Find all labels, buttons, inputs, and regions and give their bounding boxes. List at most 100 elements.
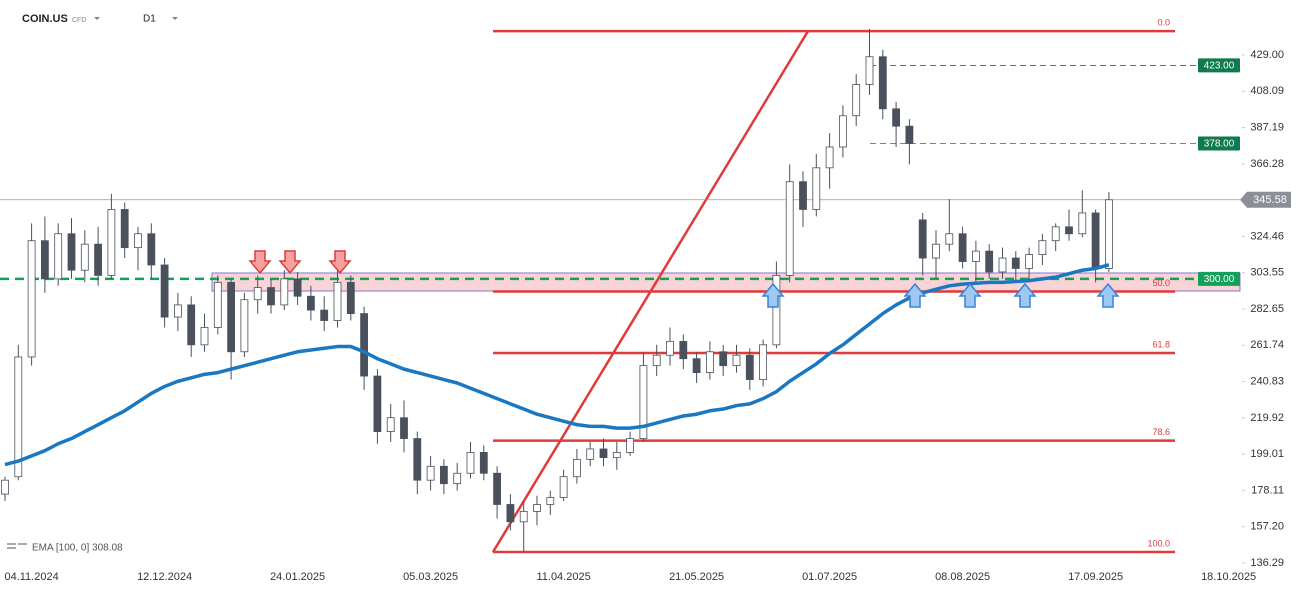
candle-body: [147, 233, 156, 266]
y-tick-label: 178.11: [1251, 484, 1284, 496]
candle-body: [932, 243, 940, 259]
candle-body: [839, 115, 847, 148]
candle-body: [998, 257, 1007, 273]
support-tag: [1198, 271, 1240, 286]
candle-body: [1038, 240, 1047, 255]
x-tick-label: 11.04.2025: [536, 571, 590, 583]
candle-body: [692, 358, 701, 373]
candle-body: [1105, 199, 1113, 269]
candle-body: [519, 511, 528, 523]
candle-body: [533, 504, 541, 512]
candle-body: [439, 465, 448, 485]
candle-body: [985, 250, 994, 273]
symbol: COIN.US: [22, 13, 68, 25]
candle-body: [812, 167, 821, 210]
y-tick-label: 429.00: [1250, 49, 1284, 61]
candle-body: [652, 354, 661, 367]
candle-body: [972, 250, 980, 262]
dropdown-caret[interactable]: [172, 17, 178, 20]
dropdown-caret[interactable]: [94, 17, 100, 20]
candle-body: [306, 295, 315, 311]
y-tick-label: 219.92: [1250, 412, 1284, 424]
candle-body: [373, 375, 382, 432]
support-label: 300.00: [1204, 274, 1235, 285]
x-tick-label: 04.11.2024: [4, 571, 58, 583]
candle-body: [799, 181, 807, 210]
fib-trend-line: [491, 30, 810, 553]
candle-body: [918, 219, 927, 259]
candle-body: [346, 281, 355, 314]
candle-body: [852, 84, 861, 117]
buy-arrow: [761, 282, 785, 308]
candle-body: [759, 344, 767, 380]
legend-icon: [7, 547, 16, 549]
y-tick-label: 303.55: [1250, 267, 1284, 279]
resistance-zone: [211, 272, 1241, 292]
candle-body: [479, 452, 488, 474]
candle-body: [253, 287, 262, 301]
interval[interactable]: D1: [143, 14, 156, 25]
candle-body: [772, 275, 781, 346]
candle-body: [67, 233, 76, 271]
candle-body: [173, 304, 182, 318]
last-price-label: 345.58: [1253, 194, 1287, 206]
candle-body: [666, 340, 674, 356]
candle-body: [1091, 212, 1100, 269]
candle-body: [1011, 257, 1020, 269]
candle-body: [546, 497, 555, 505]
candle-body: [945, 233, 954, 245]
candle-body: [1051, 226, 1060, 242]
fib-label: 50.0: [1152, 278, 1170, 288]
y-tick-label: 157.20: [1250, 521, 1284, 533]
y-tick-label: 136.29: [1250, 557, 1284, 569]
candle-body: [360, 313, 369, 377]
candle-body: [200, 327, 209, 346]
candle-body: [706, 351, 714, 373]
sell-arrow: [328, 250, 352, 275]
candle-body: [320, 309, 329, 321]
candle-body: [267, 287, 275, 306]
candle-body: [679, 340, 688, 360]
x-tick-label: 18.10.2025: [1201, 571, 1256, 583]
candle-body: [719, 351, 728, 367]
candle-body: [333, 281, 342, 321]
x-tick-label: 21.05.2025: [669, 571, 724, 583]
candle-body: [892, 108, 900, 127]
x-tick-label: 01.07.2025: [802, 571, 857, 583]
y-tick-label: 408.09: [1250, 85, 1284, 97]
instrument: CFD: [72, 17, 86, 24]
target-label: 423.00: [1204, 61, 1235, 72]
candle-body: [293, 278, 302, 297]
candle-body: [958, 233, 967, 262]
y-tick-label: 261.74: [1250, 339, 1284, 351]
candle-body: [1078, 212, 1087, 235]
sell-arrow: [278, 250, 302, 275]
buy-arrow: [1013, 282, 1037, 308]
ema-legend: EMA [100, 0] 308.08: [7, 543, 123, 554]
fib-label: 100.0: [1147, 538, 1170, 548]
candle-body: [865, 56, 874, 85]
y-tick-label: 199.01: [1250, 448, 1284, 460]
y-tick-label: 240.83: [1250, 375, 1284, 387]
candle-body: [1025, 254, 1033, 269]
candle-body: [506, 504, 515, 523]
x-tick-label: 05.03.2025: [403, 571, 458, 583]
ema-label: EMA [100, 0] 308.08: [32, 543, 123, 554]
target-label: 378.00: [1204, 139, 1235, 150]
fib-label: 61.8: [1152, 339, 1170, 349]
x-tick-label: 24.01.2025: [270, 571, 325, 583]
candle-body: [187, 304, 196, 346]
candle-body: [80, 243, 89, 271]
candle-body: [825, 146, 834, 169]
candle-body: [14, 356, 23, 478]
candle-body: [466, 452, 475, 474]
candle-body: [54, 233, 63, 280]
x-tick-label: 17.09.2025: [1068, 571, 1123, 583]
y-tick-label: 282.65: [1250, 303, 1284, 315]
candle-body: [27, 240, 36, 358]
candle-body: [120, 209, 129, 249]
sell-arrow: [248, 250, 272, 275]
candle-body: [213, 281, 222, 328]
candle-body: [94, 243, 102, 276]
